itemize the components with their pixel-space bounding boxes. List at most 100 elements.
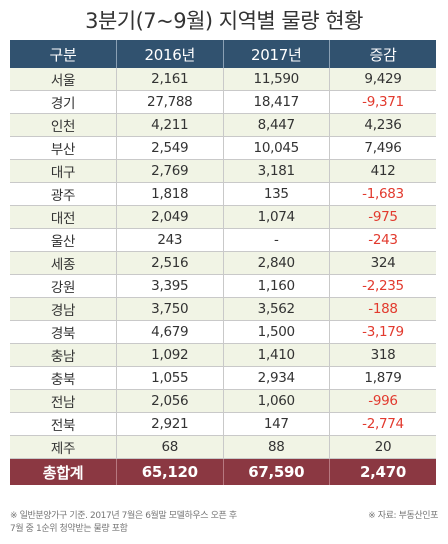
region-cell: 대구 — [10, 159, 117, 183]
region-cell: 전북 — [10, 412, 117, 436]
value-2017-cell: 11,590 — [223, 68, 330, 91]
table-row: 충북 1,055 2,934 1,879 — [10, 366, 436, 390]
change-cell: 4,236 — [329, 113, 436, 137]
value-2017-cell: 2,934 — [223, 366, 330, 390]
table-row: 부산 2,549 10,045 7,496 — [10, 136, 436, 160]
column-header-2017: 2017년 — [223, 40, 330, 68]
total-row: 총합계 65,120 67,590 2,470 — [10, 458, 436, 485]
value-2017-cell: 147 — [223, 412, 330, 436]
change-cell: -996 — [329, 389, 436, 413]
table-row: 대구 2,769 3,181 412 — [10, 159, 436, 183]
change-cell: -9,371 — [329, 90, 436, 114]
change-cell: -1,683 — [329, 182, 436, 206]
column-header-change: 증감 — [329, 40, 436, 68]
value-2016-cell: 27,788 — [116, 90, 224, 114]
region-cell: 충남 — [10, 343, 117, 367]
table-row: 서울 2,161 11,590 9,429 — [10, 68, 436, 91]
region-cell: 제주 — [10, 435, 117, 459]
region-cell: 강원 — [10, 274, 117, 298]
table-header-row: 구분 2016년 2017년 증감 — [10, 40, 436, 68]
value-2016-cell: 2,921 — [116, 412, 224, 436]
table-row: 광주 1,818 135 -1,683 — [10, 182, 436, 206]
value-2016-cell: 1,055 — [116, 366, 224, 390]
value-2017-cell: 2,840 — [223, 251, 330, 275]
region-cell: 세종 — [10, 251, 117, 275]
value-2017-cell: 10,045 — [223, 136, 330, 160]
value-2016-cell: 2,549 — [116, 136, 224, 160]
value-2017-cell: 18,417 — [223, 90, 330, 114]
total-change: 2,470 — [329, 458, 436, 485]
page-title: 3분기(7~9월) 지역별 물량 현황 — [85, 9, 363, 33]
value-2016-cell: 4,679 — [116, 320, 224, 344]
table-row: 인천 4,211 8,447 4,236 — [10, 113, 436, 137]
change-cell: -188 — [329, 297, 436, 321]
region-cell: 울산 — [10, 228, 117, 252]
region-cell: 경북 — [10, 320, 117, 344]
table-row: 대전 2,049 1,074 -975 — [10, 205, 436, 229]
region-cell: 인천 — [10, 113, 117, 137]
total-2017: 67,590 — [223, 458, 330, 485]
value-2017-cell: - — [223, 228, 330, 252]
value-2016-cell: 243 — [116, 228, 224, 252]
table-row: 경기 27,788 18,417 -9,371 — [10, 90, 436, 114]
change-cell: 1,879 — [329, 366, 436, 390]
column-header-2016: 2016년 — [116, 40, 224, 68]
value-2016-cell: 2,049 — [116, 205, 224, 229]
value-2016-cell: 2,516 — [116, 251, 224, 275]
value-2017-cell: 1,074 — [223, 205, 330, 229]
total-2016: 65,120 — [116, 458, 224, 485]
table-row: 충남 1,092 1,410 318 — [10, 343, 436, 367]
change-cell: -2,235 — [329, 274, 436, 298]
region-cell: 경기 — [10, 90, 117, 114]
table-row: 세종 2,516 2,840 324 — [10, 251, 436, 275]
change-cell: 9,429 — [329, 68, 436, 91]
table-row: 전북 2,921 147 -2,774 — [10, 412, 436, 436]
table-row: 울산 243- -243 — [10, 228, 436, 252]
change-cell: 324 — [329, 251, 436, 275]
change-cell: -975 — [329, 205, 436, 229]
source-credit: ※ 자료: 부동산인포 — [368, 511, 438, 521]
value-2017-cell: 1,410 — [223, 343, 330, 367]
table-row: 강원 3,395 1,160 -2,235 — [10, 274, 436, 298]
change-cell: -243 — [329, 228, 436, 252]
regional-volume-table: 구분 2016년 2017년 증감 서울 2,161 11,590 9,429 경기 27… — [10, 40, 436, 485]
value-2017-cell: 1,500 — [223, 320, 330, 344]
value-2016-cell: 2,161 — [116, 68, 224, 91]
total-label: 총합계 — [10, 458, 117, 485]
value-2016-cell: 1,092 — [116, 343, 224, 367]
region-cell: 충북 — [10, 366, 117, 390]
column-header-category: 구분 — [10, 40, 117, 68]
value-2016-cell: 68 — [116, 435, 224, 459]
region-cell: 경남 — [10, 297, 117, 321]
footnote: ※ 일반분양가구 기준. 2017년 7월은 6월말 모델하우스 오픈 후 7월… — [10, 510, 300, 536]
region-cell: 전남 — [10, 389, 117, 413]
table-row: 경북 4,679 1,500 -3,179 — [10, 320, 436, 344]
value-2016-cell: 3,395 — [116, 274, 224, 298]
change-cell: -3,179 — [329, 320, 436, 344]
value-2016-cell: 3,750 — [116, 297, 224, 321]
value-2017-cell: 3,181 — [223, 159, 330, 183]
table-row: 전남 2,056 1,060 -996 — [10, 389, 436, 413]
change-cell: 7,496 — [329, 136, 436, 160]
value-2017-cell: 8,447 — [223, 113, 330, 137]
change-cell: -2,774 — [329, 412, 436, 436]
value-2017-cell: 3,562 — [223, 297, 330, 321]
change-cell: 412 — [329, 159, 436, 183]
value-2016-cell: 2,769 — [116, 159, 224, 183]
region-cell: 광주 — [10, 182, 117, 206]
footnote-line: 7월 중 1순위 청약받는 물량 포함 — [10, 524, 128, 534]
value-2016-cell: 1,818 — [116, 182, 224, 206]
value-2017-cell: 88 — [223, 435, 330, 459]
value-2016-cell: 2,056 — [116, 389, 224, 413]
value-2016-cell: 4,211 — [116, 113, 224, 137]
value-2017-cell: 135 — [223, 182, 330, 206]
change-cell: 318 — [329, 343, 436, 367]
table-body: 서울 2,161 11,590 9,429 경기 27,788 18,417 -9,371 인천… — [10, 68, 436, 459]
table-row: 경남 3,750 3,562 -188 — [10, 297, 436, 321]
value-2017-cell: 1,160 — [223, 274, 330, 298]
value-2017-cell: 1,060 — [223, 389, 330, 413]
table-row: 제주 68 88 20 — [10, 435, 436, 459]
change-cell: 20 — [329, 435, 436, 459]
region-cell: 대전 — [10, 205, 117, 229]
region-cell: 부산 — [10, 136, 117, 160]
